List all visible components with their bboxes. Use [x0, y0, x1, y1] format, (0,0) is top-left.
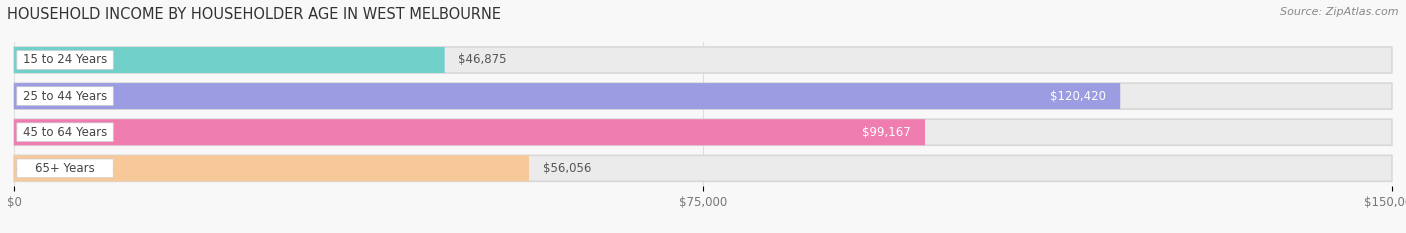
FancyBboxPatch shape	[14, 155, 1392, 181]
FancyBboxPatch shape	[17, 87, 114, 106]
FancyBboxPatch shape	[14, 47, 1392, 73]
Text: 15 to 24 Years: 15 to 24 Years	[22, 54, 107, 66]
Text: 65+ Years: 65+ Years	[35, 162, 96, 175]
Text: 45 to 64 Years: 45 to 64 Years	[22, 126, 107, 139]
FancyBboxPatch shape	[14, 83, 1121, 109]
Text: $46,875: $46,875	[458, 54, 508, 66]
Text: Source: ZipAtlas.com: Source: ZipAtlas.com	[1281, 7, 1399, 17]
Text: $99,167: $99,167	[862, 126, 911, 139]
FancyBboxPatch shape	[17, 123, 114, 142]
FancyBboxPatch shape	[17, 51, 114, 69]
Text: 25 to 44 Years: 25 to 44 Years	[22, 90, 107, 103]
Text: HOUSEHOLD INCOME BY HOUSEHOLDER AGE IN WEST MELBOURNE: HOUSEHOLD INCOME BY HOUSEHOLDER AGE IN W…	[7, 7, 501, 22]
Text: $120,420: $120,420	[1050, 90, 1107, 103]
FancyBboxPatch shape	[14, 47, 444, 73]
FancyBboxPatch shape	[14, 119, 1392, 145]
FancyBboxPatch shape	[14, 119, 925, 145]
FancyBboxPatch shape	[14, 83, 1392, 109]
FancyBboxPatch shape	[17, 159, 114, 178]
FancyBboxPatch shape	[14, 155, 529, 181]
Text: $56,056: $56,056	[543, 162, 591, 175]
